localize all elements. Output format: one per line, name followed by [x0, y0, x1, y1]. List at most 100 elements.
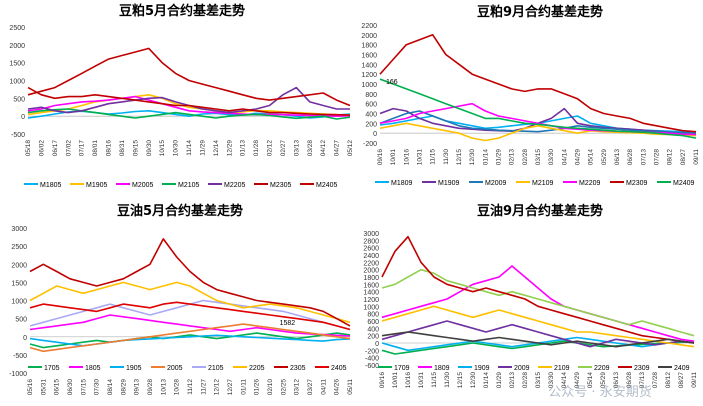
y-tick-label: 1400 — [363, 290, 379, 297]
x-tick-label: 07/13 — [640, 149, 647, 166]
series-line-2305 — [29, 238, 351, 327]
y-tick-label: 800 — [365, 92, 377, 99]
series-line-m2309 — [379, 33, 697, 133]
x-tick-label: 05/12 — [347, 140, 354, 157]
y-tick-label: 1600 — [363, 282, 379, 289]
series-line-1805 — [29, 314, 351, 337]
y-tick-label: 2200 — [363, 260, 379, 267]
series-line-2405 — [29, 301, 351, 331]
x-tick-label: 07/13 — [639, 372, 646, 389]
y-tick-label: 500 — [15, 317, 27, 324]
y-tick-label: 1000 — [361, 82, 377, 89]
y-tick-label: 3000 — [11, 226, 27, 233]
x-tick-label: 02/25 — [280, 379, 287, 396]
x-tick-label: 02/12 — [267, 140, 274, 157]
x-tick-label: 06/02 — [38, 140, 45, 157]
y-tick-label: 1200 — [361, 72, 377, 79]
y-tick-label: -600 — [365, 363, 379, 370]
x-tick-label: 07/02 — [65, 140, 72, 157]
legend-label: M2309 — [626, 180, 648, 187]
x-tick-label: 09/28 — [147, 379, 154, 396]
x-tick-label: 01/29 — [496, 372, 503, 389]
x-tick-label: 09/13 — [134, 379, 141, 396]
y-tick-label: 1500 — [9, 61, 25, 68]
x-tick-label: 10/31 — [417, 149, 424, 166]
x-tick-label: 05/16 — [27, 379, 34, 396]
x-tick-label: 04/14 — [561, 149, 568, 166]
x-tick-label: 04/29 — [575, 149, 582, 166]
series-line-m2409 — [379, 78, 697, 139]
legend-label: M1805 — [40, 182, 62, 189]
y-tick-label: 2000 — [9, 43, 25, 50]
series-line-m2205 — [27, 86, 350, 114]
y-tick-label: 2500 — [9, 25, 25, 32]
x-tick-label: 04/29 — [574, 372, 581, 389]
legend-label: 1809 — [434, 365, 450, 372]
chart-panel-3: 豆油5月合约基差走势 -1000 -500 0 500 1000 1500 2000 2500 3… — [9, 203, 354, 395]
x-tick-label: 12/12 — [214, 379, 221, 396]
y-tick-label: 400 — [367, 326, 379, 333]
legend-label: M2109 — [532, 180, 554, 187]
y-tick-label: 400 — [365, 112, 377, 119]
x-tick-label: 01/26 — [254, 379, 261, 396]
x-tick-label: 02/28 — [522, 372, 529, 389]
series-line-m2305 — [27, 47, 351, 107]
y-tick-label: 200 — [365, 121, 377, 128]
x-tick-label: 07/17 — [79, 140, 86, 157]
x-tick-label: 05/11 — [347, 379, 354, 395]
x-tick-label: 08/14 — [107, 379, 114, 396]
y-tick-label: 2600 — [363, 246, 379, 253]
x-tick-label: 11/15 — [431, 372, 438, 388]
x-tick-label: 01/29 — [496, 149, 503, 166]
legend-label: 1705 — [44, 365, 60, 372]
x-tick-label: 09/16 — [377, 149, 384, 166]
x-tick-label: 11/12 — [187, 379, 194, 395]
y-tick-label: 1800 — [361, 43, 377, 50]
x-tick-label: 08/27 — [678, 372, 685, 389]
series-line-2309 — [381, 235, 695, 344]
x-tick-label: 08/12 — [665, 372, 672, 389]
y-tick-label: 0 — [375, 341, 379, 348]
x-tick-label: 03/13 — [293, 140, 300, 157]
x-tick-label: 10/13 — [160, 379, 167, 396]
x-tick-label: 08/31 — [119, 140, 126, 157]
x-tick-label: 05/18 — [25, 140, 32, 157]
x-tick-label: 02/13 — [509, 372, 516, 389]
watermark-text: 公众号 · 永安期货 — [548, 384, 651, 400]
y-tick-label: -400 — [365, 356, 379, 363]
x-tick-label: 01/14 — [482, 149, 489, 166]
chart-title: 豆粕5月合约基差走势 — [119, 3, 245, 19]
legend-label: M2305 — [270, 182, 292, 189]
x-tick-label: 10/30 — [173, 140, 180, 157]
data-annotation: 166 — [386, 79, 398, 86]
x-tick-label: 09/15 — [132, 140, 139, 157]
y-tick-label: 2000 — [11, 262, 27, 269]
legend-label: 1709 — [394, 365, 410, 372]
legend-label: 2009 — [514, 365, 530, 372]
x-tick-label: 12/29 — [226, 140, 233, 157]
x-tick-label: 10/01 — [390, 149, 397, 166]
legend-label: M1905 — [86, 182, 108, 189]
x-tick-label: 11/30 — [444, 372, 451, 388]
y-tick-label: 2800 — [363, 238, 379, 245]
x-tick-label: 02/10 — [267, 379, 274, 396]
y-tick-label: 0 — [21, 114, 25, 121]
x-tick-label: 10/15 — [159, 140, 166, 157]
y-tick-label: 600 — [365, 102, 377, 109]
chart-panel-2: 豆粕9月合约基差走势 -200 0 200 400 600 800 1000 1200 1400 1… — [361, 4, 700, 187]
series-line-1705 — [29, 332, 351, 349]
x-tick-label: 12/30 — [470, 372, 477, 389]
chart-title: 豆油5月合约基差走势 — [117, 203, 243, 219]
legend-label: 2305 — [290, 365, 306, 372]
x-tick-label: 05/29 — [600, 372, 607, 389]
x-tick-label: 06/30 — [67, 379, 74, 396]
x-tick-label: 06/17 — [52, 140, 59, 157]
y-tick-label: -200 — [365, 348, 379, 355]
x-tick-label: 07/28 — [652, 372, 659, 389]
x-tick-label: 08/16 — [106, 140, 113, 157]
series-line-2209 — [381, 268, 695, 337]
x-tick-label: 11/30 — [443, 149, 450, 165]
series-line-m2109 — [379, 122, 697, 142]
x-tick-label: 05/31 — [40, 379, 47, 396]
series-line-1809 — [381, 265, 695, 342]
